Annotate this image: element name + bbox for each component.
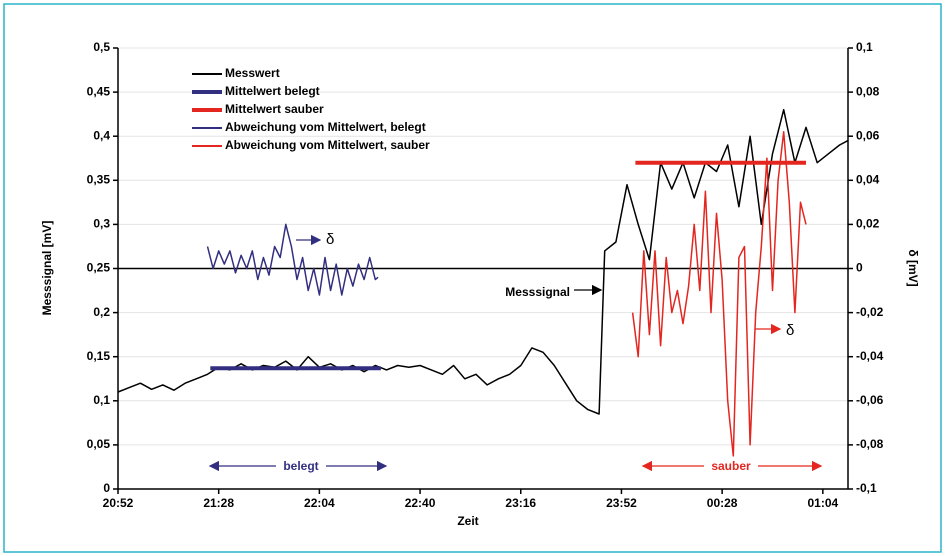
y2-tick-label: -0,02: [856, 305, 884, 319]
x-tick-label: 20:52: [103, 496, 134, 510]
legend-label: Messwert: [225, 66, 280, 80]
x-tick-label: 00:28: [707, 496, 738, 510]
y-tick-label: 0,05: [87, 437, 111, 451]
legend-label: Abweichung vom Mittelwert, belegt: [225, 120, 426, 134]
y-tick-label: 0: [103, 481, 110, 495]
y2-tick-label: 0,06: [856, 128, 880, 142]
y2-tick-label: -0,08: [856, 437, 884, 451]
x-tick-label: 23:52: [606, 496, 637, 510]
legend-label: Mittelwert sauber: [225, 102, 324, 116]
annotation: belegt: [283, 459, 318, 473]
x-tick-label: 21:28: [203, 496, 234, 510]
y-tick-label: 0,45: [87, 84, 111, 98]
x-tick-label: 23:16: [505, 496, 536, 510]
y-tick-label: 0,1: [93, 393, 110, 407]
label-bg: [276, 458, 326, 474]
annotation: Messsignal: [505, 285, 570, 299]
x-axis-title: Zeit: [457, 514, 478, 528]
legend-label: Mittelwert belegt: [225, 84, 320, 98]
y2-tick-label: 0,02: [856, 217, 880, 231]
frame: [3, 3, 942, 553]
annotation: δ: [786, 322, 794, 339]
y-tick-label: 0,3: [93, 217, 110, 231]
annotation: sauber: [711, 459, 751, 473]
series-line: [631, 131, 807, 457]
y-tick-label: 0,5: [93, 40, 110, 54]
y2-tick-label: 0,04: [856, 172, 880, 186]
x-tick-label: 01:04: [807, 496, 838, 510]
y2-tick-label: -0,1: [856, 481, 877, 495]
y-axis-title: Messsignal [mV]: [40, 221, 54, 316]
y2-tick-label: 0: [856, 261, 863, 275]
y-tick-label: 0,25: [87, 261, 111, 275]
y2-tick-label: -0,06: [856, 393, 884, 407]
y2-tick-label: -0,04: [856, 349, 884, 363]
label-bg: [704, 458, 758, 474]
y-tick-label: 0,4: [93, 128, 110, 142]
y-tick-label: 0,2: [93, 305, 110, 319]
series-line: [206, 223, 379, 296]
x-tick-label: 22:04: [304, 496, 335, 510]
annotation: δ: [326, 231, 334, 248]
y2-tick-label: 0,1: [856, 40, 873, 54]
series-line: [117, 108, 849, 415]
y-tick-label: 0,15: [87, 349, 111, 363]
x-tick-label: 22:40: [405, 496, 436, 510]
y2-tick-label: 0,08: [856, 84, 880, 98]
y-tick-label: 0,35: [87, 172, 111, 186]
y2-axis-title: δ [mV]: [906, 249, 920, 286]
legend-label: Abweichung vom Mittelwert, sauber: [225, 138, 430, 152]
